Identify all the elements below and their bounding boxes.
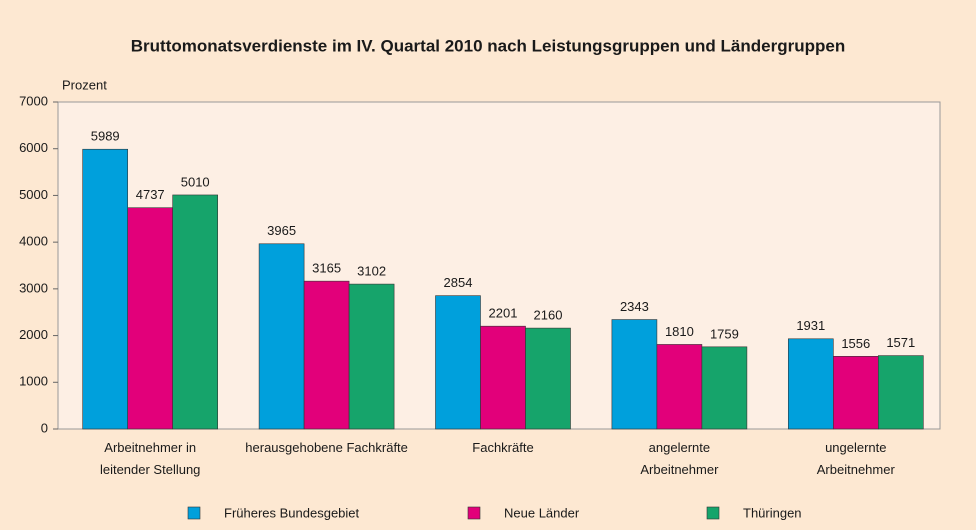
value-label: 1556 — [841, 336, 870, 351]
y-axis-label: Prozent — [62, 77, 107, 92]
legend-swatch — [187, 506, 201, 520]
x-tick-label: angelernte Arbeitnehmer — [640, 440, 719, 477]
bar — [877, 355, 924, 430]
y-tick-label: 3000 — [19, 280, 48, 295]
bar — [656, 344, 703, 430]
y-tick-label: 5000 — [19, 187, 48, 202]
value-label: 5989 — [91, 129, 120, 144]
value-label: 5010 — [181, 174, 210, 189]
value-label: 2854 — [444, 275, 473, 290]
chart-title: Bruttomonatsverdienste im IV. Quartal 20… — [131, 36, 845, 55]
bar — [303, 280, 350, 430]
legend-swatch — [706, 506, 720, 520]
value-label: 1810 — [665, 324, 694, 339]
y-tick-label: 2000 — [19, 327, 48, 342]
bar — [832, 356, 879, 430]
value-label: 2343 — [620, 299, 649, 314]
y-tick-label: 7000 — [19, 93, 48, 108]
legend-swatch — [467, 506, 481, 520]
value-label: 1571 — [886, 335, 915, 350]
value-label: 3965 — [267, 223, 296, 238]
value-label: 2201 — [489, 306, 518, 321]
bar — [787, 338, 834, 430]
bar — [127, 207, 173, 430]
x-tick-label: herausgehobene Fachkräfte — [245, 440, 408, 455]
x-tick-label: Arbeitnehmer in leitender Stellung — [99, 440, 201, 477]
x-tick-label: Fachkräfte — [472, 440, 534, 455]
bar — [701, 346, 748, 430]
value-label: 1759 — [710, 326, 739, 341]
y-tick-label: 1000 — [19, 374, 48, 389]
legend-label: Thüringen — [743, 505, 802, 520]
bar — [435, 295, 481, 430]
bar — [172, 194, 218, 430]
value-label: 3102 — [357, 264, 386, 279]
value-label: 4737 — [136, 187, 165, 202]
bar — [480, 325, 526, 430]
bar — [82, 148, 128, 430]
y-tick-label: 4000 — [19, 234, 48, 249]
value-label: 3165 — [312, 261, 341, 276]
legend-label: Früheres Bundesgebiet — [224, 505, 360, 520]
legend-label: Neue Länder — [504, 505, 580, 520]
bar — [525, 327, 571, 430]
x-tick-label: ungelernte Arbeitnehmer — [816, 440, 895, 477]
bar — [258, 243, 305, 430]
bar — [611, 319, 658, 430]
bar — [348, 283, 395, 430]
y-tick-label: 6000 — [19, 140, 48, 155]
y-tick-label: 0 — [41, 420, 48, 435]
value-label: 1931 — [796, 318, 825, 333]
value-label: 2160 — [534, 308, 563, 323]
